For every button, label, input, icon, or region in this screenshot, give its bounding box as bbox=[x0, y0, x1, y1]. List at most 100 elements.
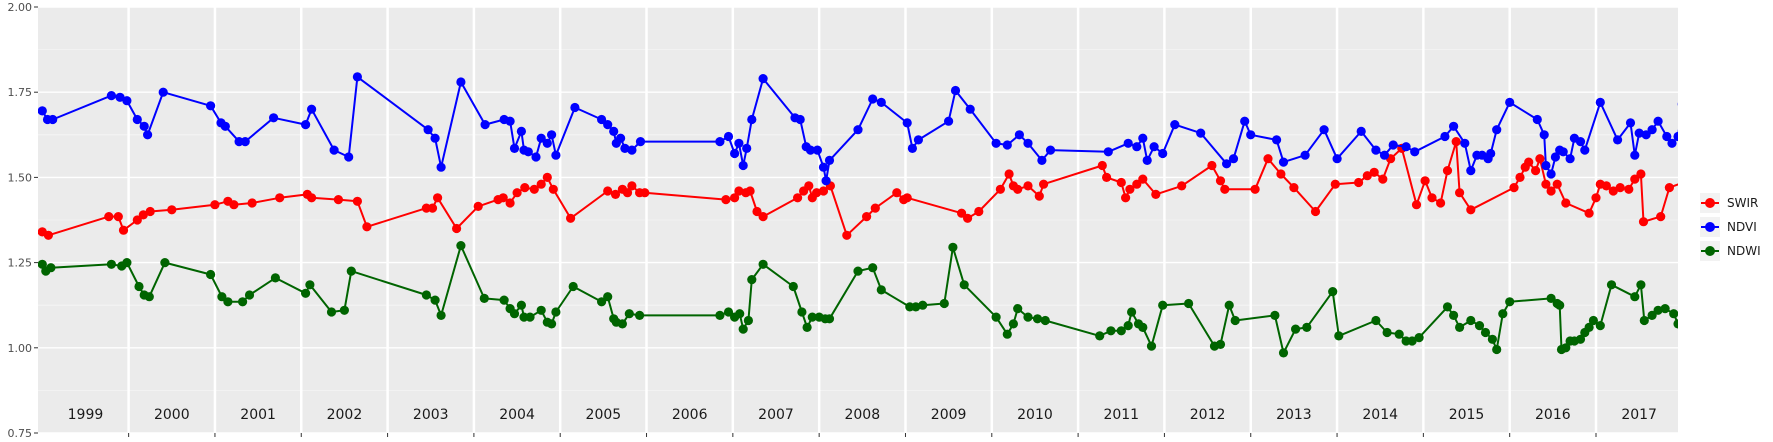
data-point bbox=[1032, 314, 1043, 324]
data-point bbox=[1561, 198, 1571, 208]
data-point bbox=[610, 189, 621, 199]
data-point bbox=[1565, 154, 1575, 164]
data-point bbox=[38, 106, 47, 116]
legend-label: NDVI bbox=[1727, 220, 1757, 234]
data-point bbox=[1541, 179, 1551, 189]
data-point bbox=[132, 114, 142, 125]
series-swir bbox=[38, 137, 1769, 240]
data-point bbox=[509, 143, 520, 153]
data-point bbox=[1466, 166, 1476, 176]
data-point bbox=[734, 186, 744, 196]
data-point bbox=[824, 314, 835, 324]
data-point bbox=[1222, 159, 1232, 169]
data-point bbox=[106, 91, 116, 101]
data-point bbox=[525, 312, 535, 322]
data-point bbox=[1466, 205, 1476, 215]
data-point bbox=[1552, 179, 1562, 189]
data-point bbox=[1714, 285, 1723, 294]
data-point bbox=[1220, 184, 1230, 194]
data-point bbox=[551, 307, 561, 317]
data-point bbox=[597, 297, 607, 307]
data-point bbox=[1334, 331, 1344, 341]
series-ndvi bbox=[38, 72, 1714, 186]
data-point bbox=[1532, 114, 1542, 125]
data-point bbox=[134, 281, 144, 292]
data-point bbox=[223, 297, 233, 307]
data-point bbox=[1719, 163, 1728, 172]
data-point bbox=[1034, 191, 1044, 201]
data-point bbox=[959, 280, 969, 290]
data-point bbox=[1736, 316, 1745, 325]
data-point bbox=[1575, 137, 1586, 147]
data-point bbox=[1270, 310, 1280, 320]
data-point bbox=[132, 215, 142, 225]
data-point bbox=[1613, 135, 1623, 145]
data-point bbox=[1116, 326, 1126, 336]
y-tick-label: 0.75 bbox=[8, 427, 33, 440]
data-point bbox=[902, 193, 912, 203]
data-point bbox=[520, 183, 530, 193]
legend-key-point bbox=[1705, 198, 1715, 208]
data-point bbox=[167, 205, 177, 215]
data-point bbox=[1705, 118, 1714, 127]
data-point bbox=[1382, 327, 1392, 338]
data-point bbox=[715, 137, 725, 147]
data-point bbox=[640, 188, 650, 198]
data-point bbox=[1466, 315, 1476, 326]
data-point bbox=[206, 101, 216, 111]
data-point bbox=[1624, 184, 1634, 194]
data-point bbox=[480, 120, 490, 130]
year-label: 2007 bbox=[758, 407, 794, 423]
data-point bbox=[1102, 172, 1112, 182]
data-point bbox=[48, 114, 58, 125]
series-ndwi bbox=[38, 241, 1745, 358]
data-point bbox=[547, 319, 557, 329]
data-point bbox=[1480, 327, 1491, 338]
data-point bbox=[1302, 322, 1312, 332]
data-point bbox=[1606, 280, 1617, 290]
data-point bbox=[974, 206, 984, 217]
data-point bbox=[269, 113, 279, 123]
data-point bbox=[1656, 212, 1666, 222]
data-point bbox=[1328, 287, 1338, 297]
data-point bbox=[758, 259, 768, 269]
data-point bbox=[1215, 176, 1226, 186]
data-point bbox=[1138, 133, 1148, 143]
legend-item-ndwi: NDWI bbox=[1700, 241, 1761, 261]
data-point bbox=[1407, 336, 1417, 346]
data-point bbox=[1014, 130, 1024, 140]
data-point bbox=[1004, 169, 1014, 179]
data-point bbox=[512, 188, 522, 198]
data-point bbox=[723, 307, 734, 317]
data-point bbox=[1638, 217, 1649, 227]
data-point bbox=[1228, 154, 1239, 164]
data-point bbox=[603, 120, 613, 130]
data-point bbox=[1673, 319, 1678, 329]
data-point bbox=[1121, 193, 1131, 203]
legend-key-point bbox=[1705, 246, 1715, 256]
year-label: 2014 bbox=[1362, 407, 1398, 423]
data-point bbox=[1455, 188, 1465, 198]
data-point bbox=[143, 130, 153, 140]
data-point bbox=[1555, 300, 1565, 310]
data-point bbox=[818, 186, 829, 196]
data-point bbox=[1760, 169, 1769, 178]
data-point bbox=[824, 155, 835, 165]
data-point bbox=[1673, 131, 1678, 142]
year-label: 2004 bbox=[499, 407, 535, 423]
data-point bbox=[1207, 160, 1217, 171]
data-point bbox=[479, 293, 489, 303]
data-point bbox=[1535, 154, 1545, 164]
data-point bbox=[430, 133, 440, 143]
data-point bbox=[1688, 265, 1697, 274]
data-point bbox=[752, 206, 762, 217]
year-label: 2010 bbox=[1017, 407, 1053, 423]
data-point bbox=[1641, 130, 1651, 140]
data-point bbox=[113, 212, 123, 222]
data-point bbox=[217, 292, 227, 302]
y-tick-label: 2.00 bbox=[8, 1, 33, 14]
data-point bbox=[238, 297, 248, 307]
data-point bbox=[516, 126, 527, 136]
data-point bbox=[43, 230, 54, 240]
